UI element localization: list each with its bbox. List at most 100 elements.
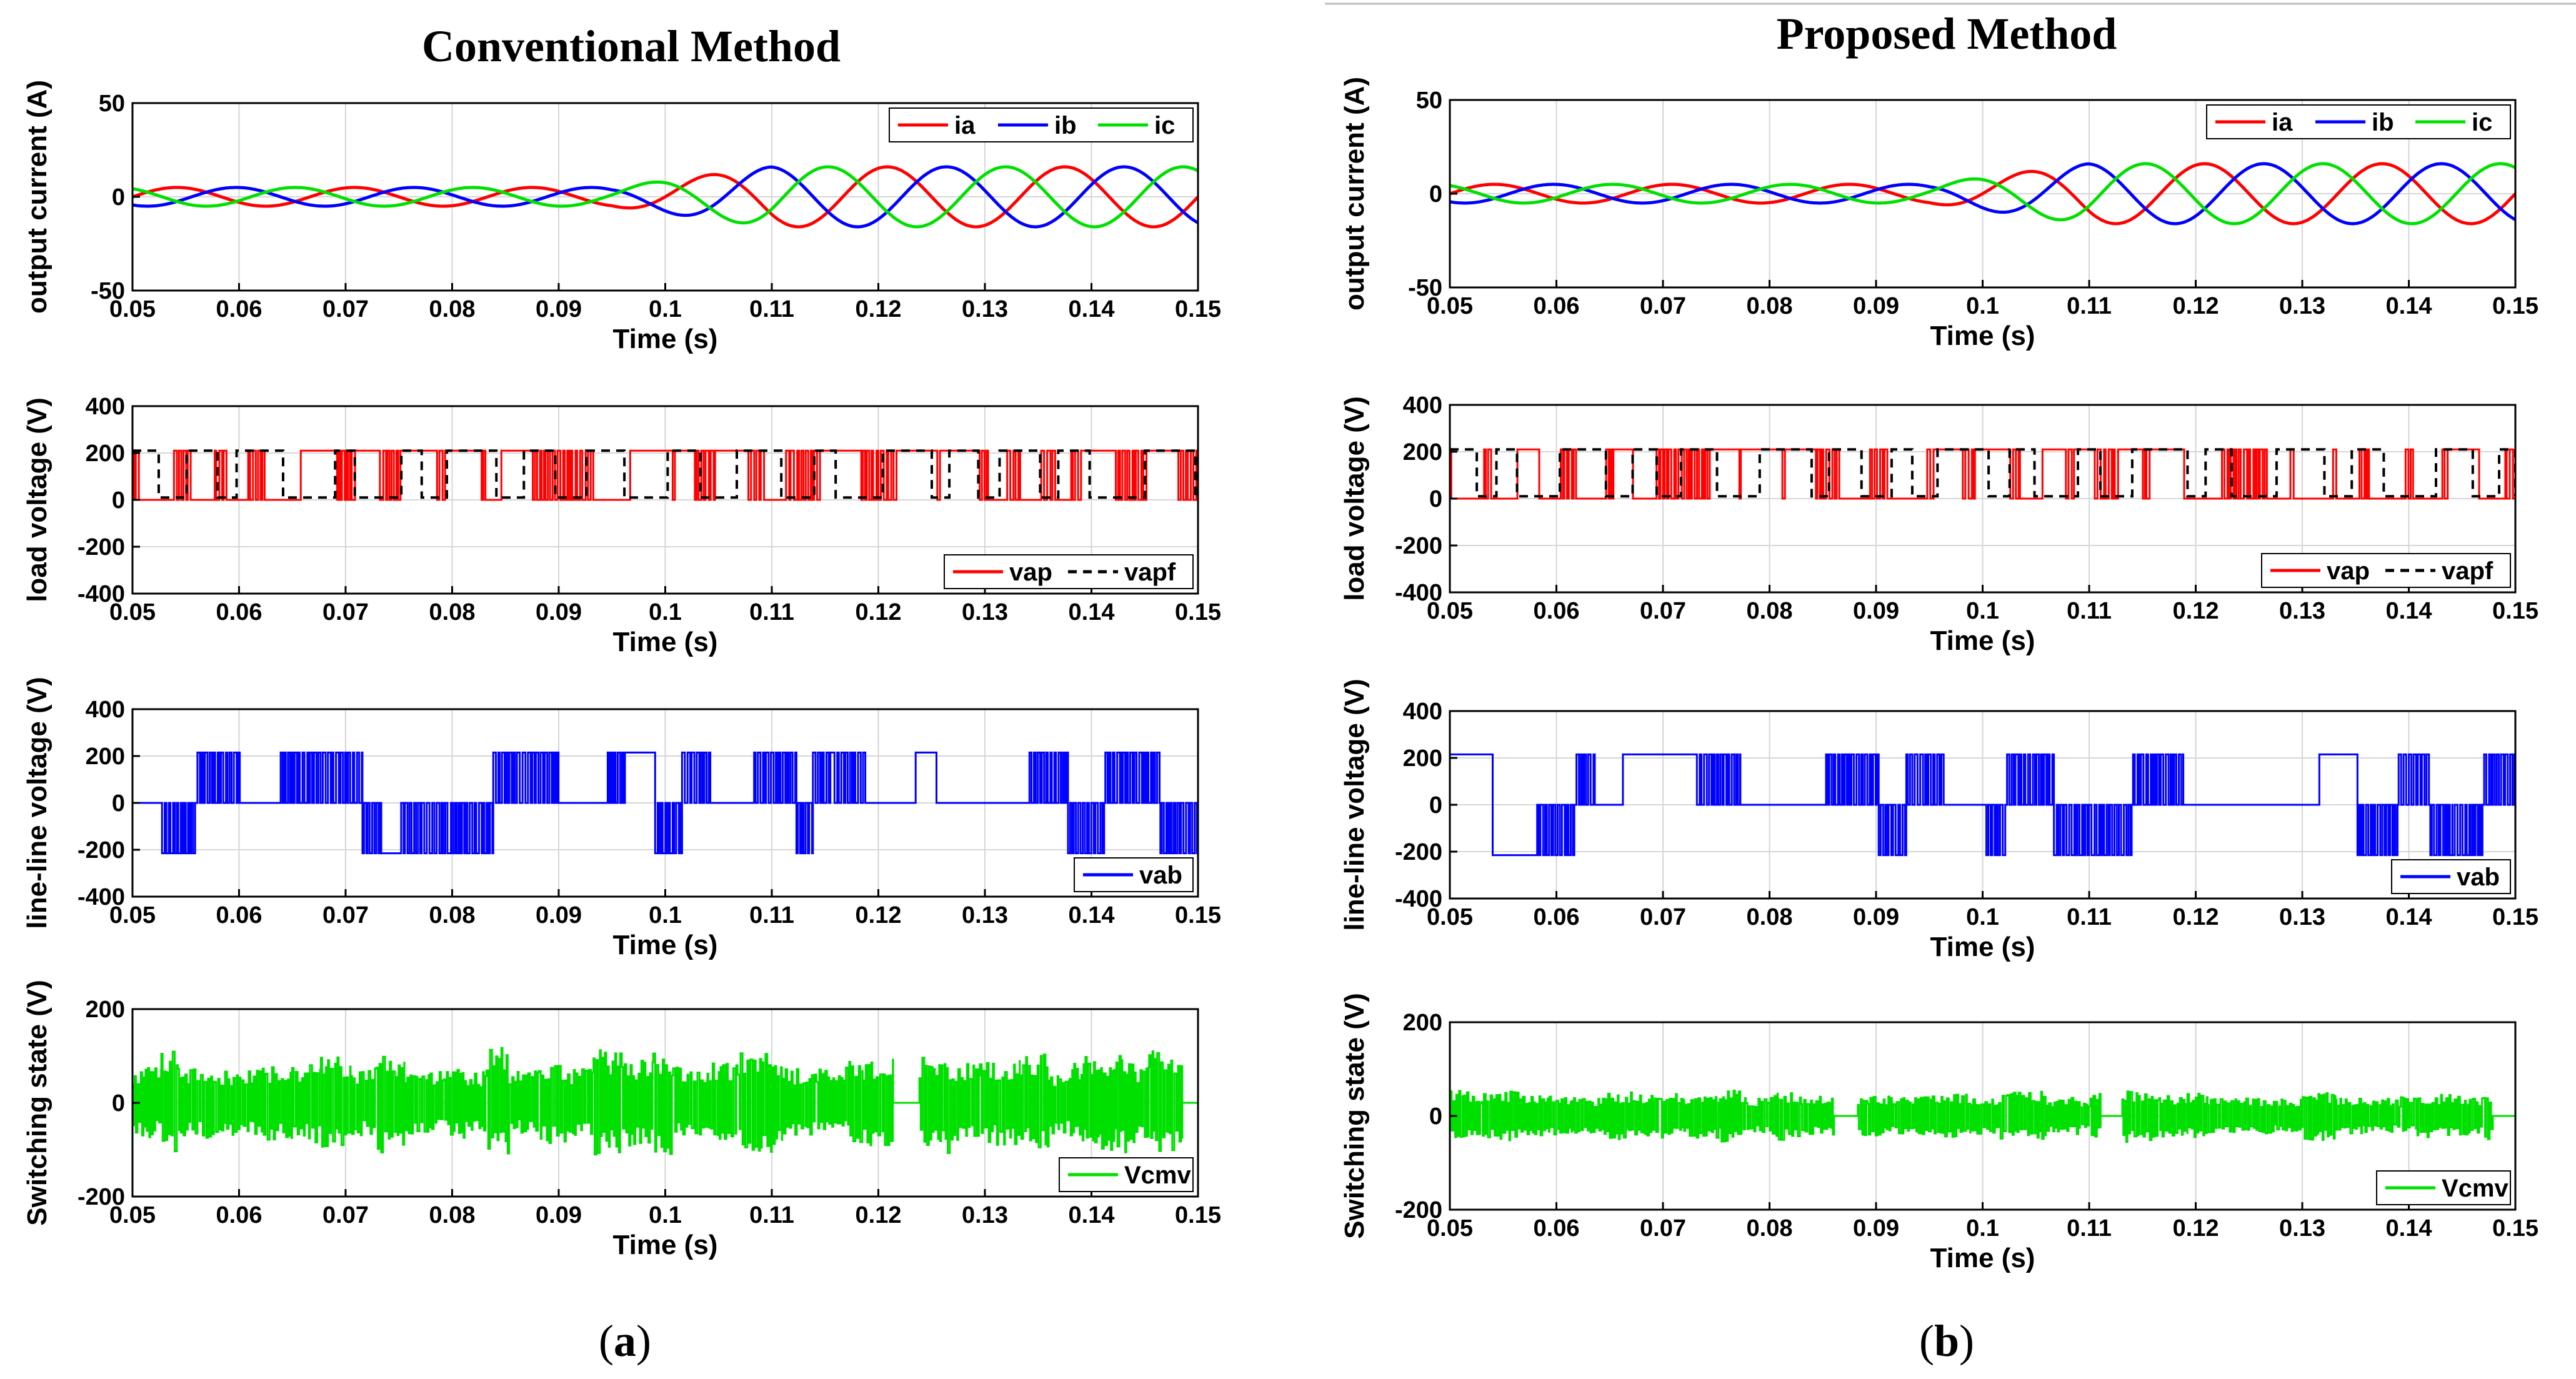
plot-a-3-xlabel: Time (s) <box>613 1230 718 1260</box>
panel-a-label: (a) <box>599 1316 651 1366</box>
plot-b-0-ytick-label: 50 <box>1416 87 1442 114</box>
plot-b-0-xtick-label: 0.06 <box>1534 293 1580 319</box>
plot-b-0-series-ib <box>1450 162 2515 226</box>
plot-b-0-ytick-label: 0 <box>1429 181 1442 207</box>
plot-b-3-xtick-label: 0.15 <box>2492 1215 2539 1242</box>
plot-a-3-series-Vcmv <box>132 1047 1198 1156</box>
plot-b-0-ytick-label: -50 <box>1408 275 1442 301</box>
plot-b-3-xtick-label: 0.08 <box>1747 1215 1793 1242</box>
plot-a-2-xtick-label: 0.05 <box>109 902 156 928</box>
plot-a-0-series-ib <box>132 165 1198 229</box>
plot-a-0-xlabel: Time (s) <box>613 324 718 354</box>
plot-a-0-xtick-label: 0.12 <box>856 296 902 322</box>
plot-a-1-ytick-label: -400 <box>77 581 125 607</box>
plot-b-1-xtick-label: 0.07 <box>1640 598 1686 624</box>
plot-b-3-xlabel: Time (s) <box>1930 1243 2035 1273</box>
plot-a-2-series-vab <box>132 751 1198 855</box>
plot-a-0-ylabel: output current (A) <box>22 80 52 314</box>
plot-b-2-xtick-label: 0.13 <box>2279 904 2325 930</box>
plot-b-3-legend: Vcmv <box>2376 1170 2511 1205</box>
plot-b-0-xtick-label: 0.13 <box>2279 293 2325 319</box>
plot-b-1-xtick-label: 0.11 <box>2067 598 2112 624</box>
plot-a-2-xtick-label: 0.1 <box>649 902 682 928</box>
plot-a-1-xtick-label: 0.07 <box>322 599 369 625</box>
plot-b-0-xtick-label: 0.12 <box>2173 293 2219 319</box>
panel-b-title: Proposed Method <box>1777 9 2117 59</box>
plot-b-1-series-vapf <box>1450 448 2515 498</box>
plot-a-1-xtick-label: 0.12 <box>856 599 902 625</box>
plot-a-2-xtick-label: 0.07 <box>322 902 369 928</box>
plot-a-3-xtick-label: 0.08 <box>429 1202 476 1228</box>
plot-b-3: 0.05 0.06 0.07 0.08 0.09 0.1 0.11 0.12 0.13 0.14 0… <box>1339 993 2539 1273</box>
plot-b-2-ytick-label: 0 <box>1429 792 1442 819</box>
plot-a-1-xtick-label: 0.05 <box>109 599 156 625</box>
plot-b-0-xtick-label: 0.07 <box>1640 293 1686 319</box>
plot-a-3-legend: Vcmv <box>1059 1157 1194 1192</box>
panel-a-label-letter: a <box>614 1316 636 1366</box>
plot-a-3-xtick-label: 0.11 <box>749 1202 794 1228</box>
plot-b-0-xtick-label: 0.14 <box>2386 293 2432 319</box>
plot-b-0-xtick-label: 0.08 <box>1747 293 1793 319</box>
plot-b-2: 0.05 0.06 0.07 0.08 0.09 0.1 0.11 0.12 0.13 0.14 0… <box>1339 679 2539 962</box>
plot-b-2-xtick-label: 0.11 <box>2067 904 2112 930</box>
panel-a-label-open: ( <box>599 1316 614 1366</box>
plot-a-3: 0.05 0.06 0.07 0.08 0.09 0.1 0.11 0.12 0.13 0.14 0… <box>22 980 1221 1260</box>
plot-a-2-xtick-label: 0.14 <box>1069 902 1115 928</box>
plot-b-2-series-vab <box>1450 753 2515 857</box>
plot-a-3-ytick-label: -200 <box>77 1184 125 1210</box>
plot-b-3-xtick-label: 0.12 <box>2173 1215 2219 1242</box>
plot-b-2-ytick-label: -200 <box>1395 839 1442 865</box>
plot-b-1: 0.05 0.06 0.07 0.08 0.09 0.1 0.11 0.12 0.13 0.14 0… <box>1339 392 2539 656</box>
plot-a-2-legend-label-vab: vab <box>1139 862 1182 889</box>
plot-a-3-xtick-label: 0.07 <box>322 1202 369 1228</box>
plot-b-1-ylabel: load voltage (V) <box>1339 396 1370 601</box>
panel-a-title: Conventional Method <box>422 21 841 71</box>
plot-a-1: 0.05 0.06 0.07 0.08 0.09 0.1 0.11 0.12 0.13 0.14 0… <box>22 394 1221 657</box>
plot-a-1-legend: vap vapf <box>944 554 1194 589</box>
plot-b-1-xtick-label: 0.05 <box>1427 598 1473 624</box>
plot-a-0-xtick-label: 0.06 <box>216 296 262 322</box>
plot-b-2-legend-label-vab: vab <box>2457 864 2500 891</box>
plot-b-3-xtick-label: 0.05 <box>1427 1215 1473 1242</box>
panel-a-label-close: ) <box>636 1316 651 1366</box>
plot-b-3-xtick-label: 0.06 <box>1534 1215 1580 1242</box>
plot-a-1-xtick-label: 0.1 <box>649 599 682 625</box>
plot-a-3-legend-label-Vcmv: Vcmv <box>1124 1162 1191 1189</box>
plot-a-3-ytick-label: 0 <box>112 1090 125 1117</box>
plot-b-0-legend: ia ib ic <box>2206 104 2511 139</box>
plot-a-1-xtick-label: 0.06 <box>216 599 262 625</box>
plot-b-0-legend-label-ic: ic <box>2472 109 2492 136</box>
plot-b-3-series-Vcmv <box>1450 1090 2515 1143</box>
plot-b-0-xtick-label: 0.09 <box>1853 293 1899 319</box>
plot-b-1-legend: vap vapf <box>2261 553 2511 588</box>
plot-a-0-series-ia <box>132 165 1198 229</box>
plot-b-3-xtick-label: 0.1 <box>1966 1215 1999 1242</box>
plot-b-1-legend-label-vap: vap <box>2327 557 2370 585</box>
plot-a-2-xtick-label: 0.09 <box>536 902 582 928</box>
plot-b-1-xtick-label: 0.13 <box>2279 598 2325 624</box>
plot-a-3-xtick-label: 0.15 <box>1175 1202 1221 1228</box>
plot-a-1-xtick-label: 0.15 <box>1175 599 1221 625</box>
plot-a-0-xtick-label: 0.09 <box>536 296 582 322</box>
plot-b-1-xtick-label: 0.08 <box>1747 598 1793 624</box>
plot-b-0-xtick-label: 0.05 <box>1427 293 1473 319</box>
plot-a-1-xlabel: Time (s) <box>613 627 718 657</box>
plot-b-1-ytick-label: 400 <box>1403 392 1442 419</box>
plot-b-1-xtick-label: 0.1 <box>1966 598 1999 624</box>
plot-a-3-ytick-label: 200 <box>86 997 125 1023</box>
plot-b-1-xtick-label: 0.12 <box>2173 598 2219 624</box>
plot-a-2-xtick-label: 0.08 <box>429 902 476 928</box>
plot-a-3-xtick-label: 0.05 <box>109 1202 156 1228</box>
plot-a-3-ylabel: Switching state (V) <box>22 980 52 1226</box>
plot-b-0-xtick-label: 0.11 <box>2067 293 2112 319</box>
plot-b-0-legend-label-ia: ia <box>2272 109 2293 136</box>
plot-a-3-xtick-label: 0.12 <box>856 1202 902 1228</box>
plot-b-3-xtick-label: 0.14 <box>2386 1215 2432 1242</box>
plot-b-0-ylabel: output current (A) <box>1339 77 1370 311</box>
plot-b-3-xtick-label: 0.13 <box>2279 1215 2325 1242</box>
plot-b-1-xtick-label: 0.14 <box>2386 598 2432 624</box>
plot-b-3-xtick-label: 0.07 <box>1640 1215 1686 1242</box>
plot-b-2-xtick-label: 0.08 <box>1747 904 1793 930</box>
plot-b-3-ytick-label: 0 <box>1429 1103 1442 1130</box>
